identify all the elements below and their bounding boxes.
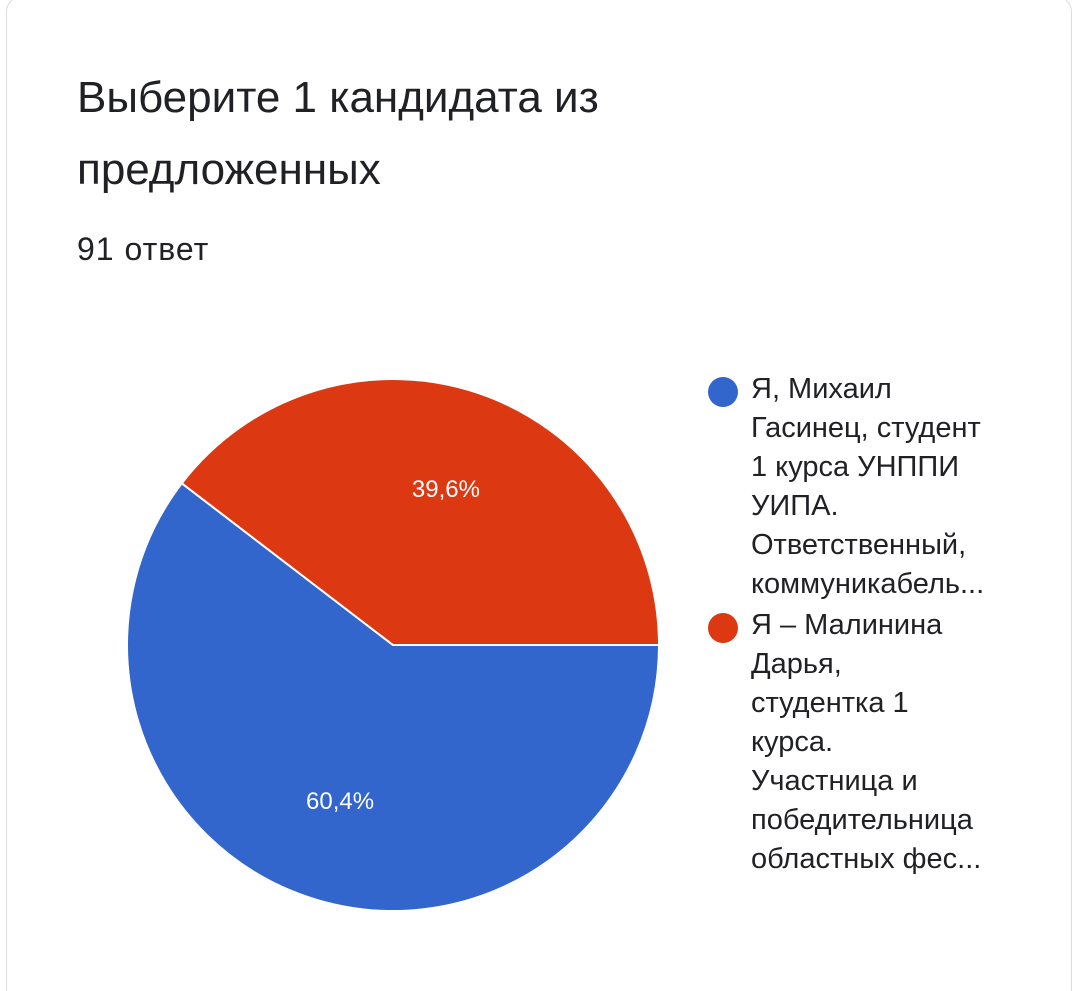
legend-label: Я, Михаил Гасинец, студент 1 курса УНППИ… <box>751 373 985 600</box>
pie-slice-malinina[interactable] <box>180 378 661 646</box>
chart-title: Выберите 1 кандидата из предложенных <box>77 73 599 194</box>
legend-swatch-red <box>708 613 738 643</box>
legend-swatch-blue <box>708 377 738 407</box>
legend-label: Я – Малинина Дарья, студентка 1 курса. У… <box>751 609 982 875</box>
legend-item-gasinets[interactable]: Я, Михаил Гасинец, студент 1 курса УНППИ… <box>708 370 1008 604</box>
legend-item-malinina[interactable]: Я – Малинина Дарья, студентка 1 курса. У… <box>708 606 1008 879</box>
pie-slice-label: 39,6% <box>412 476 480 503</box>
pie-slice-gasinets[interactable] <box>126 481 661 913</box>
pie-slice-label: 60,4% <box>306 788 374 815</box>
response-count: 91 ответ <box>77 231 210 267</box>
chart-legend: Я, Михаил Гасинец, студент 1 курса УНППИ… <box>708 370 1008 881</box>
